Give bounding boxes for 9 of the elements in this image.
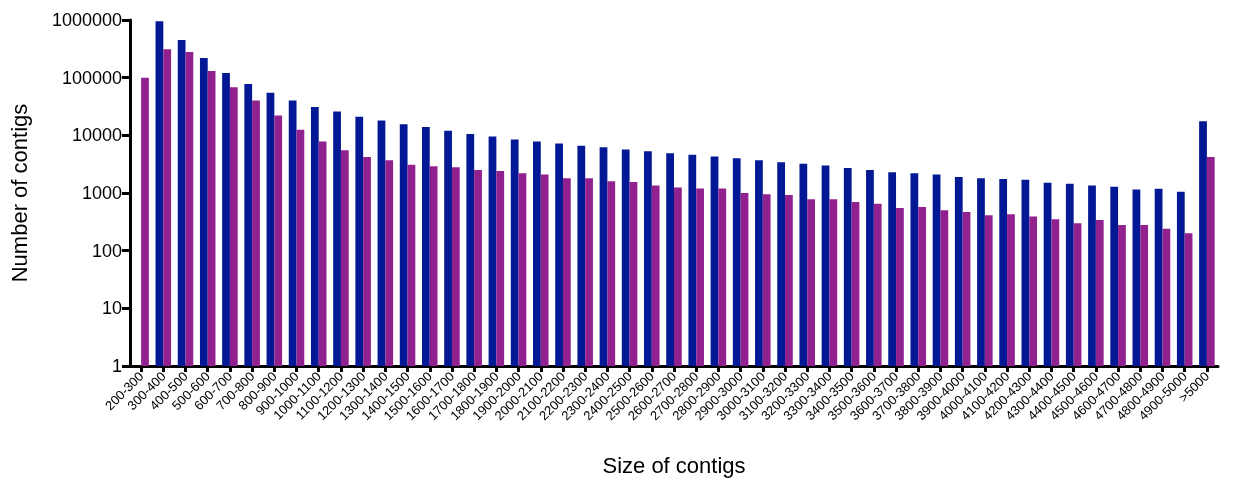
y-axis-title: Number of contigs <box>6 103 32 283</box>
y-tick-label: 1000000 <box>51 10 122 30</box>
y-tick-label: 100000 <box>61 67 122 88</box>
y-tick-label: 10000 <box>71 125 122 146</box>
y-tick-label: 1000 <box>81 183 122 203</box>
y-tick-label: 10 <box>101 298 122 319</box>
y-tick-label: 1 <box>111 356 122 376</box>
y-tick-label: 100 <box>91 240 122 261</box>
x-axis-title: Size of contigs <box>602 452 746 478</box>
